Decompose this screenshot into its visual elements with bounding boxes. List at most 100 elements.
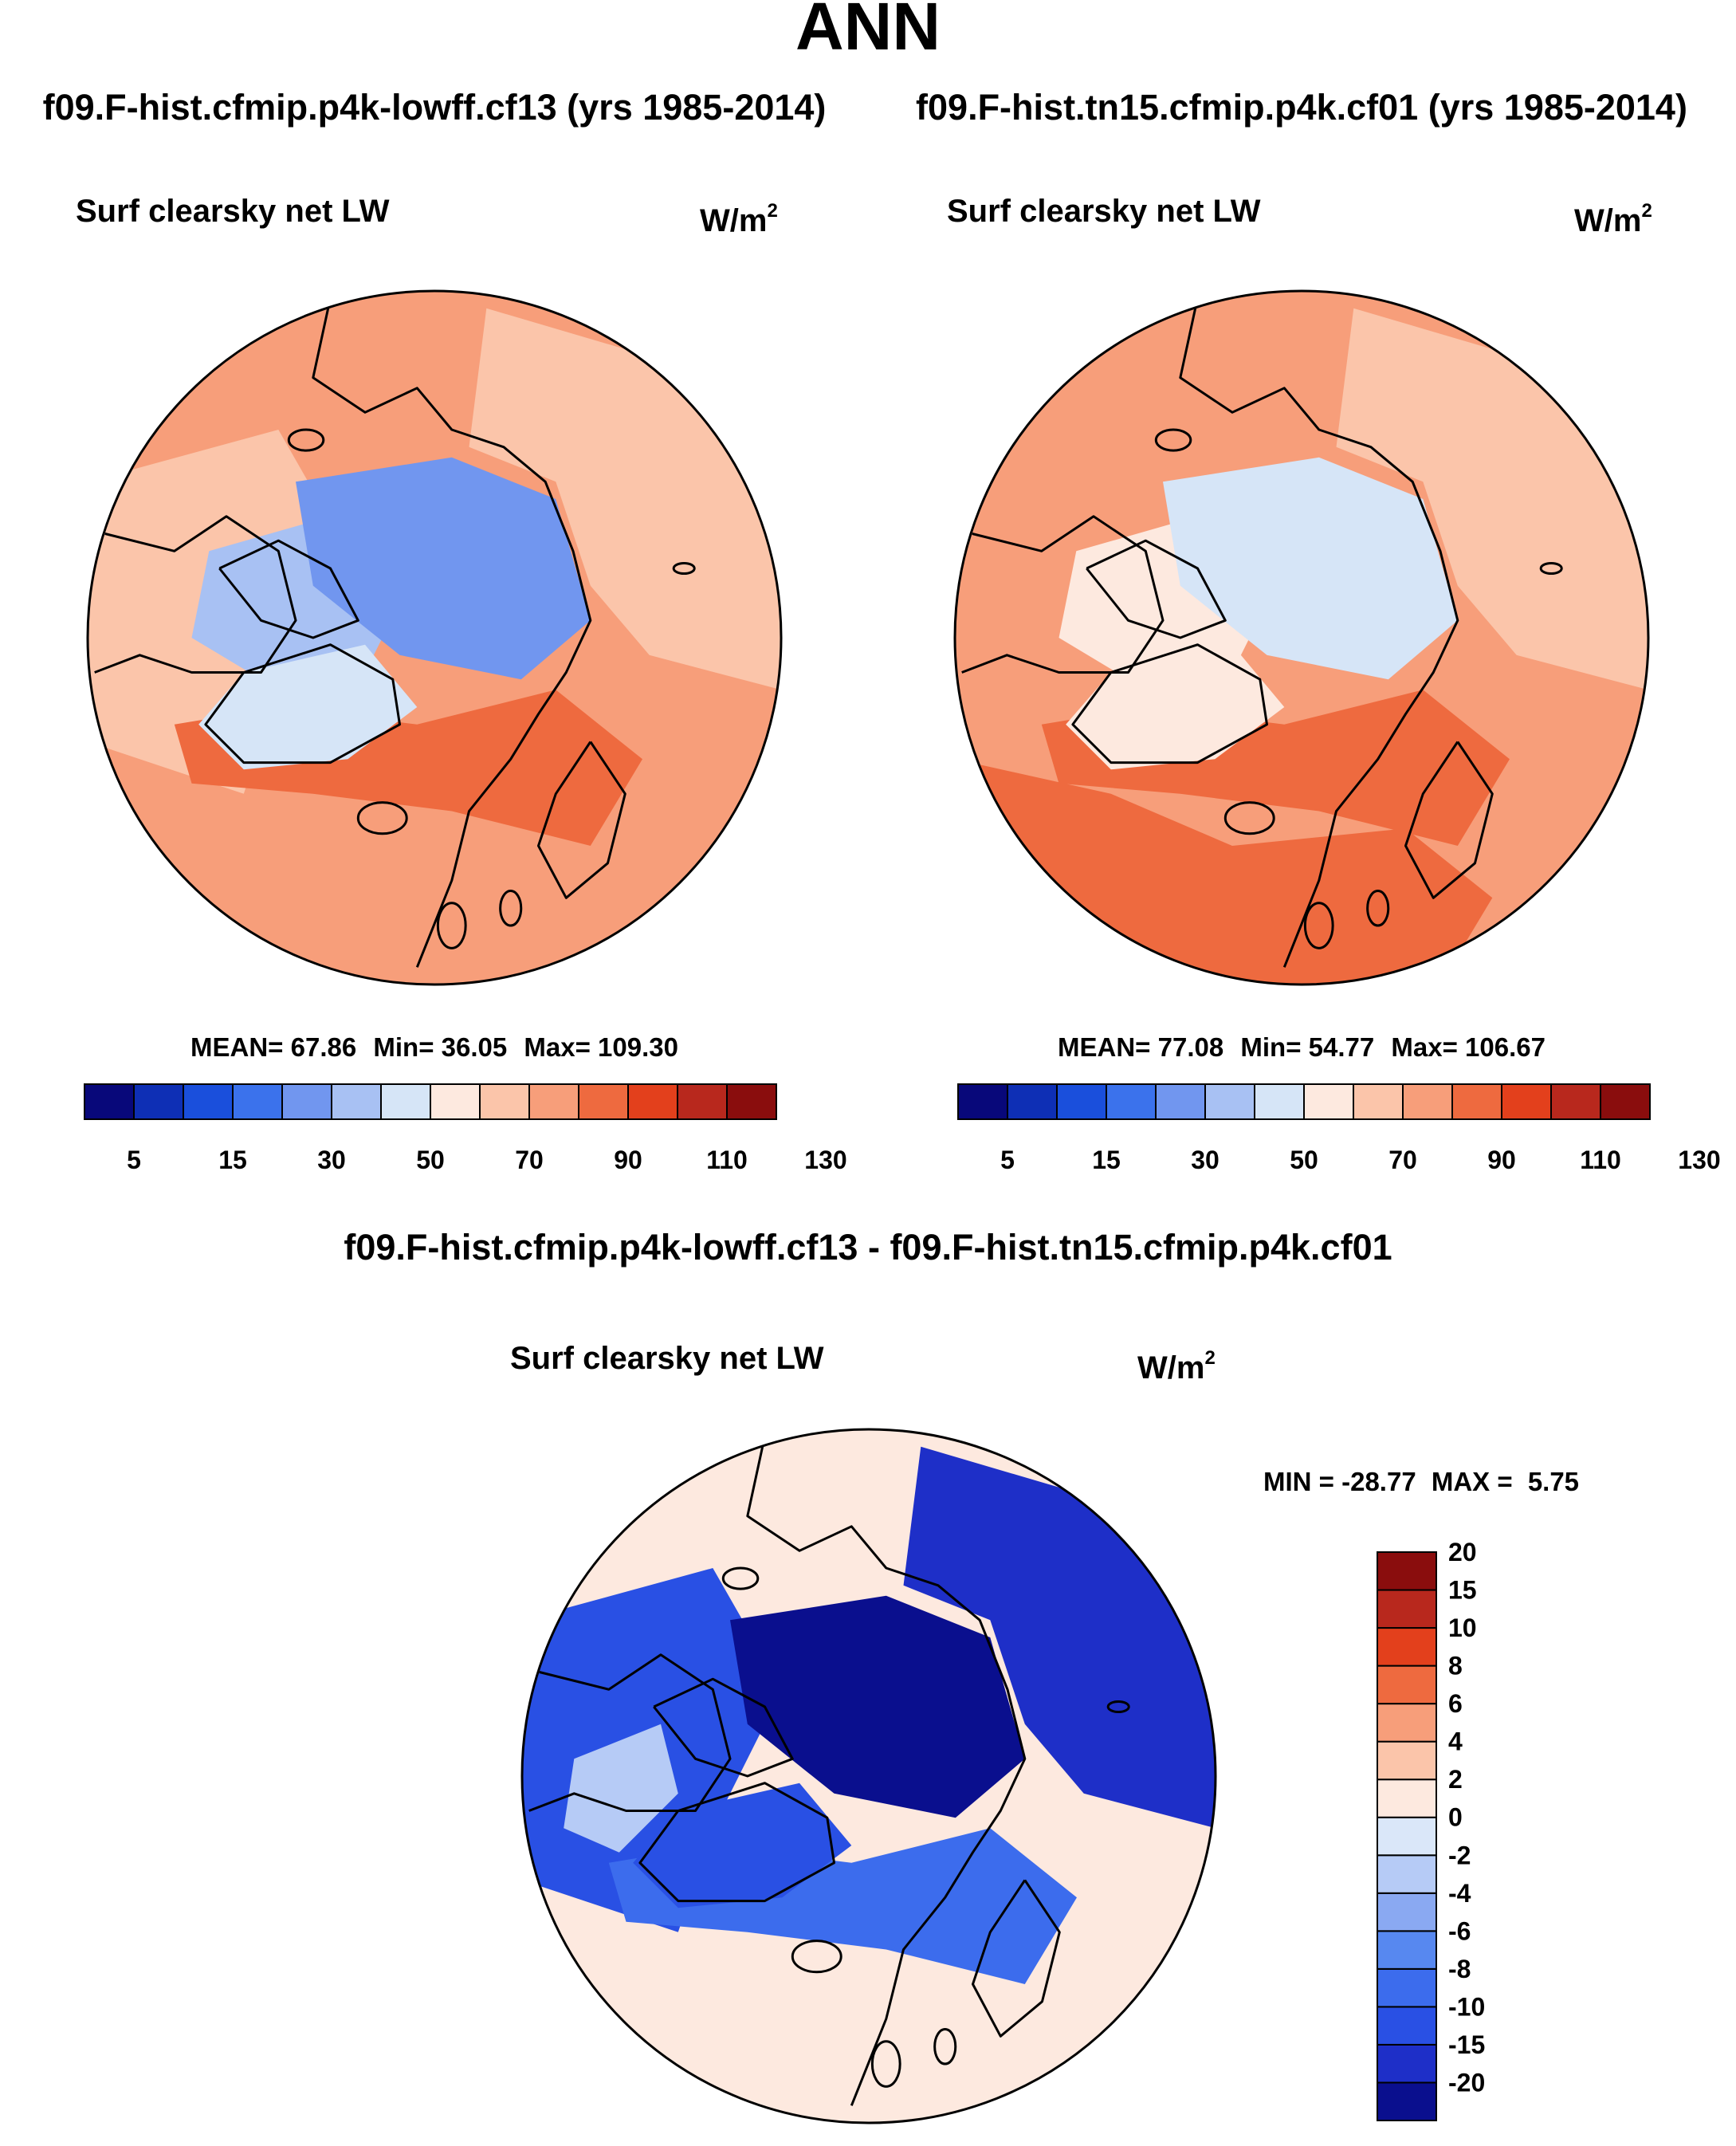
panel1-stats: MEAN= 67.86 Min= 36.05 Max= 109.30: [190, 1032, 678, 1062]
map2-coastline-0: [1179, 297, 1459, 968]
cbar1-swatch-4: [281, 1083, 332, 1120]
cbar2-swatch-2: [1056, 1083, 1107, 1120]
panel1-max-label: Max=: [524, 1032, 590, 1062]
map2-island-2: [1303, 902, 1334, 949]
cbar1-tick-label-6: 110: [706, 1146, 748, 1174]
panel1-mean-label: MEAN=: [190, 1032, 283, 1062]
panel2-case-title: f09.F-hist.tn15.cfmip.p4k.cf01 (yrs 1985…: [916, 87, 1687, 128]
cbar1-tick-label-2: 30: [317, 1146, 346, 1174]
cbar3-tick-label-1: -15: [1448, 2030, 1485, 2059]
cbar2-tick-label-3: 50: [1290, 1146, 1318, 1174]
cbar3-tick-label-7: 0: [1448, 1803, 1463, 1832]
cbar2-tick-label-5: 90: [1487, 1146, 1516, 1174]
cbar3-tick-label-6: -2: [1448, 1841, 1471, 1869]
map1-region-arctic-ocean: [296, 457, 591, 680]
map3-region-greenland: [633, 1782, 852, 1908]
cbar1-swatch-10: [578, 1083, 629, 1120]
map1-island-4: [672, 561, 696, 576]
cbar1-swatch-9: [528, 1083, 579, 1120]
map3-coastline-0: [746, 1436, 1027, 2106]
cbar3-tick-label-11: 8: [1448, 1652, 1463, 1680]
cbar1-swatch-5: [331, 1083, 382, 1120]
map3-island-2: [870, 2040, 901, 2088]
panel1-map: [88, 291, 781, 985]
map3-island-3: [933, 2028, 957, 2065]
map1-coastline-0: [312, 297, 592, 968]
map1-island-1: [356, 801, 408, 835]
panel2-max-value: 106.67: [1465, 1032, 1546, 1062]
panel1-mean-value: 67.86: [291, 1032, 357, 1062]
panel1-case-title: f09.F-hist.cfmip.p4k-lowff.cf13 (yrs 198…: [43, 87, 827, 128]
panel1-min-value: 36.05: [442, 1032, 508, 1062]
cbar1-swatch-8: [479, 1083, 530, 1120]
panel1-max-value: 109.30: [598, 1032, 678, 1062]
panel2-stats: MEAN= 77.08 Min= 54.77 Max= 106.67: [1058, 1032, 1546, 1062]
map1-island-0: [287, 428, 325, 452]
cbar2-tick-label-0: 5: [1000, 1146, 1015, 1174]
map3-island-1: [791, 1940, 842, 1974]
panel1-units-sup: 2: [767, 200, 777, 222]
map1-coastline-3: [218, 539, 359, 639]
panel1-variable-label: Surf clearsky net LW: [76, 194, 390, 229]
panel3-stats: MIN = -28.77 MAX = 5.75: [1263, 1467, 1579, 1496]
cbar3-swatch-0: [1377, 2081, 1437, 2121]
cbar1-swatch-11: [627, 1083, 678, 1120]
panel2-map: [955, 291, 1648, 985]
cbar3-swatch-3: [1377, 1967, 1437, 2008]
cbar3-swatch-6: [1377, 1854, 1437, 1894]
panel3-units-base: W/m: [1137, 1350, 1204, 1385]
map1-coastline-2: [204, 643, 401, 764]
cbar2-swatch-9: [1402, 1083, 1453, 1120]
panel2-map-border: [953, 289, 1650, 986]
panel3-min-label: MIN =: [1263, 1467, 1334, 1496]
map3-coastline-1: [528, 1653, 732, 1812]
map3-region-alaska: [564, 1723, 678, 1853]
cbar1-tick-label-5: 90: [614, 1146, 642, 1174]
panel2-units-base: W/m: [1574, 203, 1641, 238]
cbar3-tick-label-9: 4: [1448, 1727, 1463, 1756]
map2-coastline-4: [1404, 741, 1494, 899]
panel1-min-label: Min=: [373, 1032, 434, 1062]
map3-coastline-4: [972, 1879, 1061, 2038]
cbar1-swatch-6: [380, 1083, 431, 1120]
map1-region-greenland: [198, 644, 418, 770]
map2-coastline-1: [961, 515, 1165, 674]
cbar1-tick-label-7: 130: [804, 1146, 846, 1174]
cbar3-swatch-5: [1377, 1892, 1437, 1932]
panel3-map-border: [520, 1428, 1217, 2124]
panel2-min-label: Min=: [1240, 1032, 1301, 1062]
panel3-units-sup: 2: [1204, 1347, 1215, 1369]
panel1-units-base: W/m: [700, 203, 767, 238]
cbar2-tick-label-6: 110: [1580, 1146, 1621, 1174]
cbar1-tick-label-0: 5: [127, 1146, 141, 1174]
cbar3-swatch-13: [1377, 1589, 1437, 1629]
cbar3-tick-label-5: -4: [1448, 1879, 1471, 1908]
map3-region-arctic-ocean: [730, 1595, 1025, 1818]
panel2-min-value: 54.77: [1309, 1032, 1375, 1062]
map1-coastline-1: [94, 515, 297, 674]
cbar2-swatch-3: [1106, 1083, 1157, 1120]
cbar2-tick-label-7: 130: [1678, 1146, 1720, 1174]
cbar3-swatch-11: [1377, 1665, 1437, 1705]
cbar3-tick-label-12: 10: [1448, 1613, 1477, 1642]
cbar3-swatch-2: [1377, 2006, 1437, 2046]
cbar3-tick-label-3: -8: [1448, 1955, 1471, 1983]
panel2-mean-value: 77.08: [1158, 1032, 1224, 1062]
cbar2-swatch-11: [1501, 1083, 1552, 1120]
map2-island-4: [1539, 561, 1563, 576]
cbar1-swatch-13: [726, 1083, 777, 1120]
panel2-colorbar: 5 15 30 50 70 90 110 130: [957, 1083, 1721, 1174]
panel3-variable-label: Surf clearsky net LW: [510, 1341, 824, 1376]
cbar2-swatch-0: [957, 1083, 1008, 1120]
cbar3-swatch-8: [1377, 1779, 1437, 1818]
cbar2-swatch-10: [1451, 1083, 1502, 1120]
panel2-max-label: Max=: [1391, 1032, 1457, 1062]
cbar2-tick-label-2: 30: [1191, 1146, 1220, 1174]
cbar1-tick-label-1: 15: [218, 1146, 247, 1174]
map1-coastline-4: [537, 741, 626, 899]
cbar3-tick-label-14: 20: [1448, 1538, 1477, 1566]
cbar2-swatch-1: [1007, 1083, 1058, 1120]
panel1-units: W/m2: [700, 200, 778, 238]
